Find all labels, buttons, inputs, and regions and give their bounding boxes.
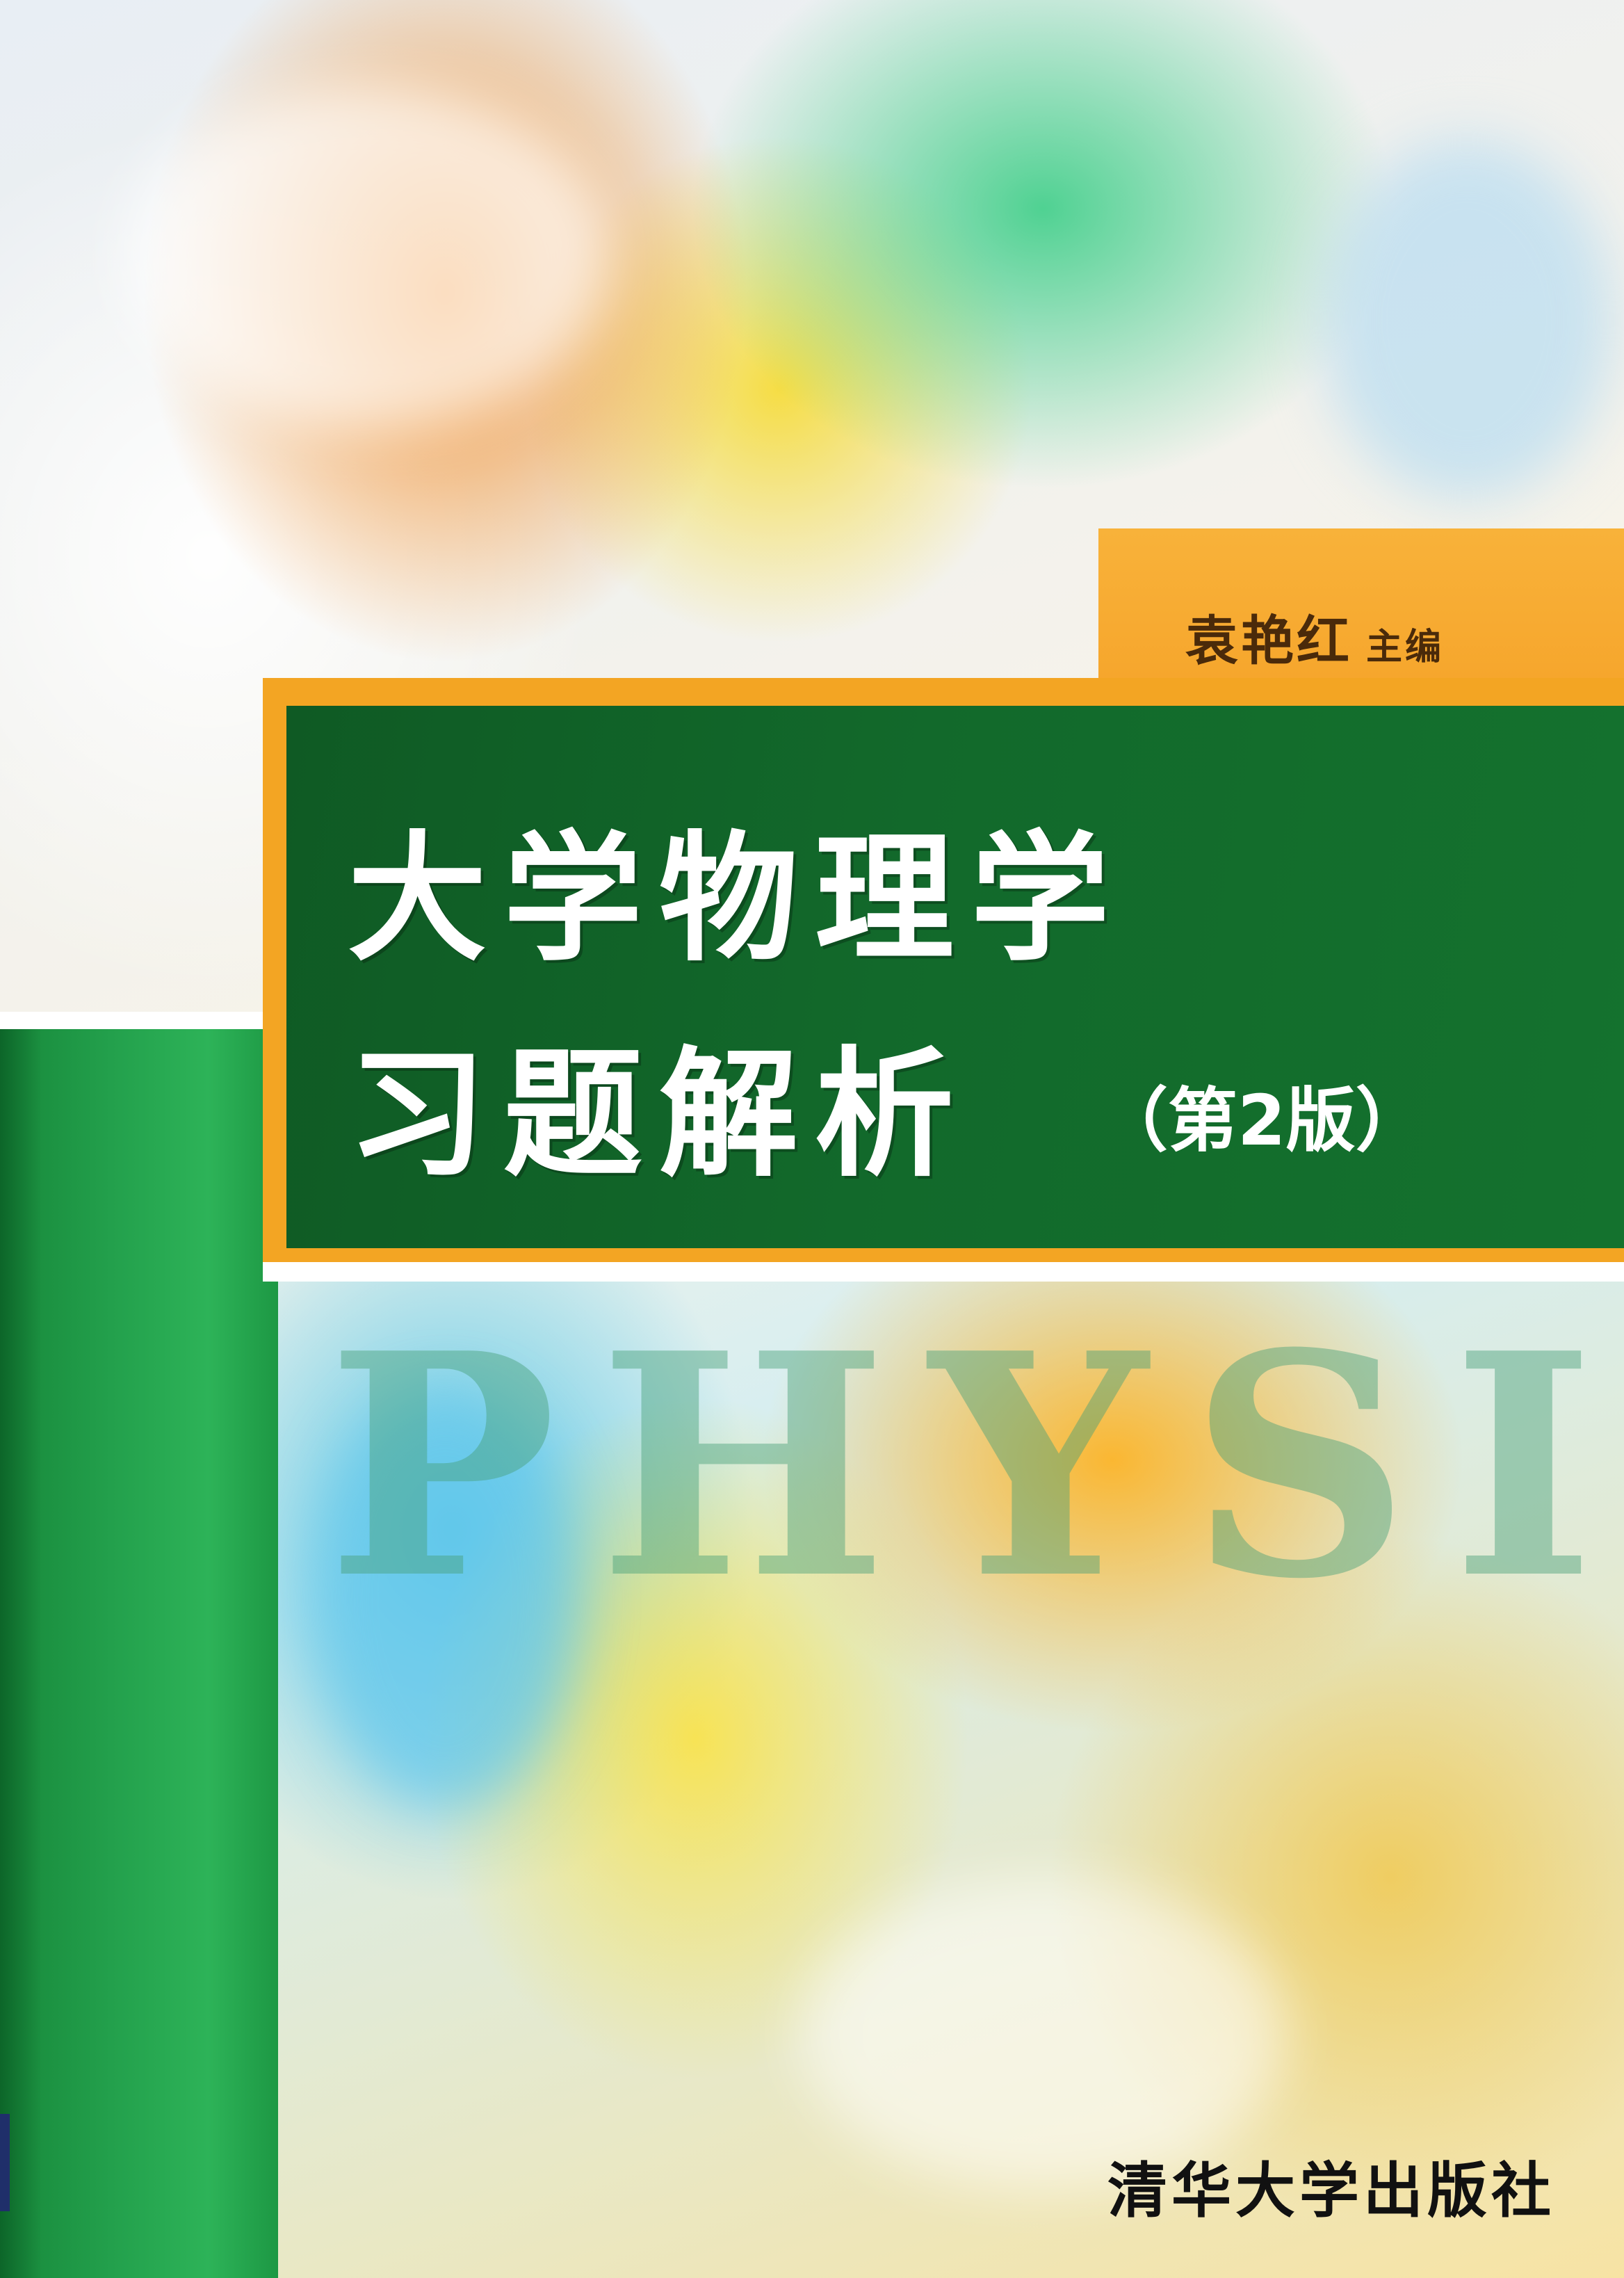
title-block bbox=[286, 706, 1624, 1248]
author-name: 袁艳红 bbox=[1185, 610, 1352, 672]
background-petal bbox=[799, 1877, 1286, 2190]
edition-label: （第2版） bbox=[1098, 1080, 1425, 1161]
background-petal bbox=[313, 1391, 577, 1808]
book-title-line-1: 大学物理学 bbox=[348, 818, 1127, 980]
green-spine-panel bbox=[0, 1029, 278, 2278]
author-role: 主编 bbox=[1366, 626, 1445, 668]
author: 袁艳红 主编 bbox=[1185, 598, 1444, 674]
book-title-line-2: 习题解析 bbox=[348, 1034, 971, 1196]
publisher-name: 清华大学出版社 bbox=[1107, 2156, 1555, 2226]
author-bar bbox=[1098, 528, 1624, 706]
background-petal bbox=[125, 83, 612, 431]
spine-shadow bbox=[0, 1029, 42, 2278]
physics-watermark: PHYSICS bbox=[327, 1286, 1624, 1646]
white-stripe-under-title bbox=[263, 1262, 1624, 1282]
left-edge-mark bbox=[0, 2114, 10, 2211]
background-petal bbox=[1321, 139, 1613, 501]
